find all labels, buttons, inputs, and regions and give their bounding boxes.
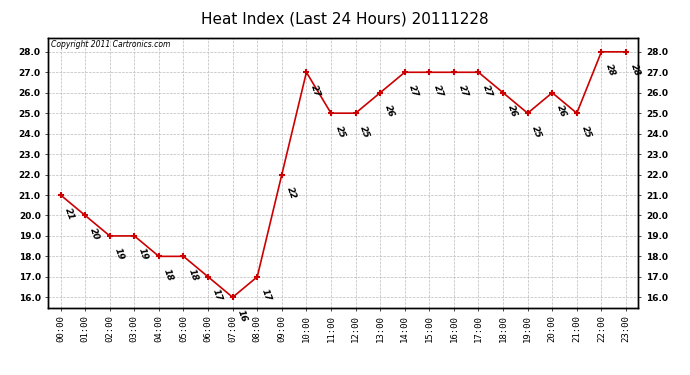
Text: 28: 28 [604,63,617,78]
Text: Heat Index (Last 24 Hours) 20111228: Heat Index (Last 24 Hours) 20111228 [201,11,489,26]
Text: 22: 22 [284,186,297,201]
Text: 18: 18 [161,267,175,282]
Text: 17: 17 [211,288,224,303]
Text: 25: 25 [334,124,346,139]
Text: 27: 27 [457,83,469,98]
Text: 27: 27 [408,83,420,98]
Text: 25: 25 [358,124,371,139]
Text: 16: 16 [235,308,248,323]
Text: 27: 27 [309,83,322,98]
Text: 27: 27 [481,83,494,98]
Text: 26: 26 [383,104,395,118]
Text: 26: 26 [555,104,568,118]
Text: 21: 21 [63,206,76,221]
Text: 27: 27 [432,83,445,98]
Text: 26: 26 [506,104,519,118]
Text: 28: 28 [629,63,642,78]
Text: 17: 17 [260,288,273,303]
Text: Copyright 2011 Cartronics.com: Copyright 2011 Cartronics.com [51,40,170,49]
Text: 19: 19 [137,247,150,262]
Text: 18: 18 [186,267,199,282]
Text: 25: 25 [531,124,543,139]
Text: 19: 19 [112,247,126,262]
Text: 25: 25 [580,124,592,139]
Text: 20: 20 [88,226,101,242]
